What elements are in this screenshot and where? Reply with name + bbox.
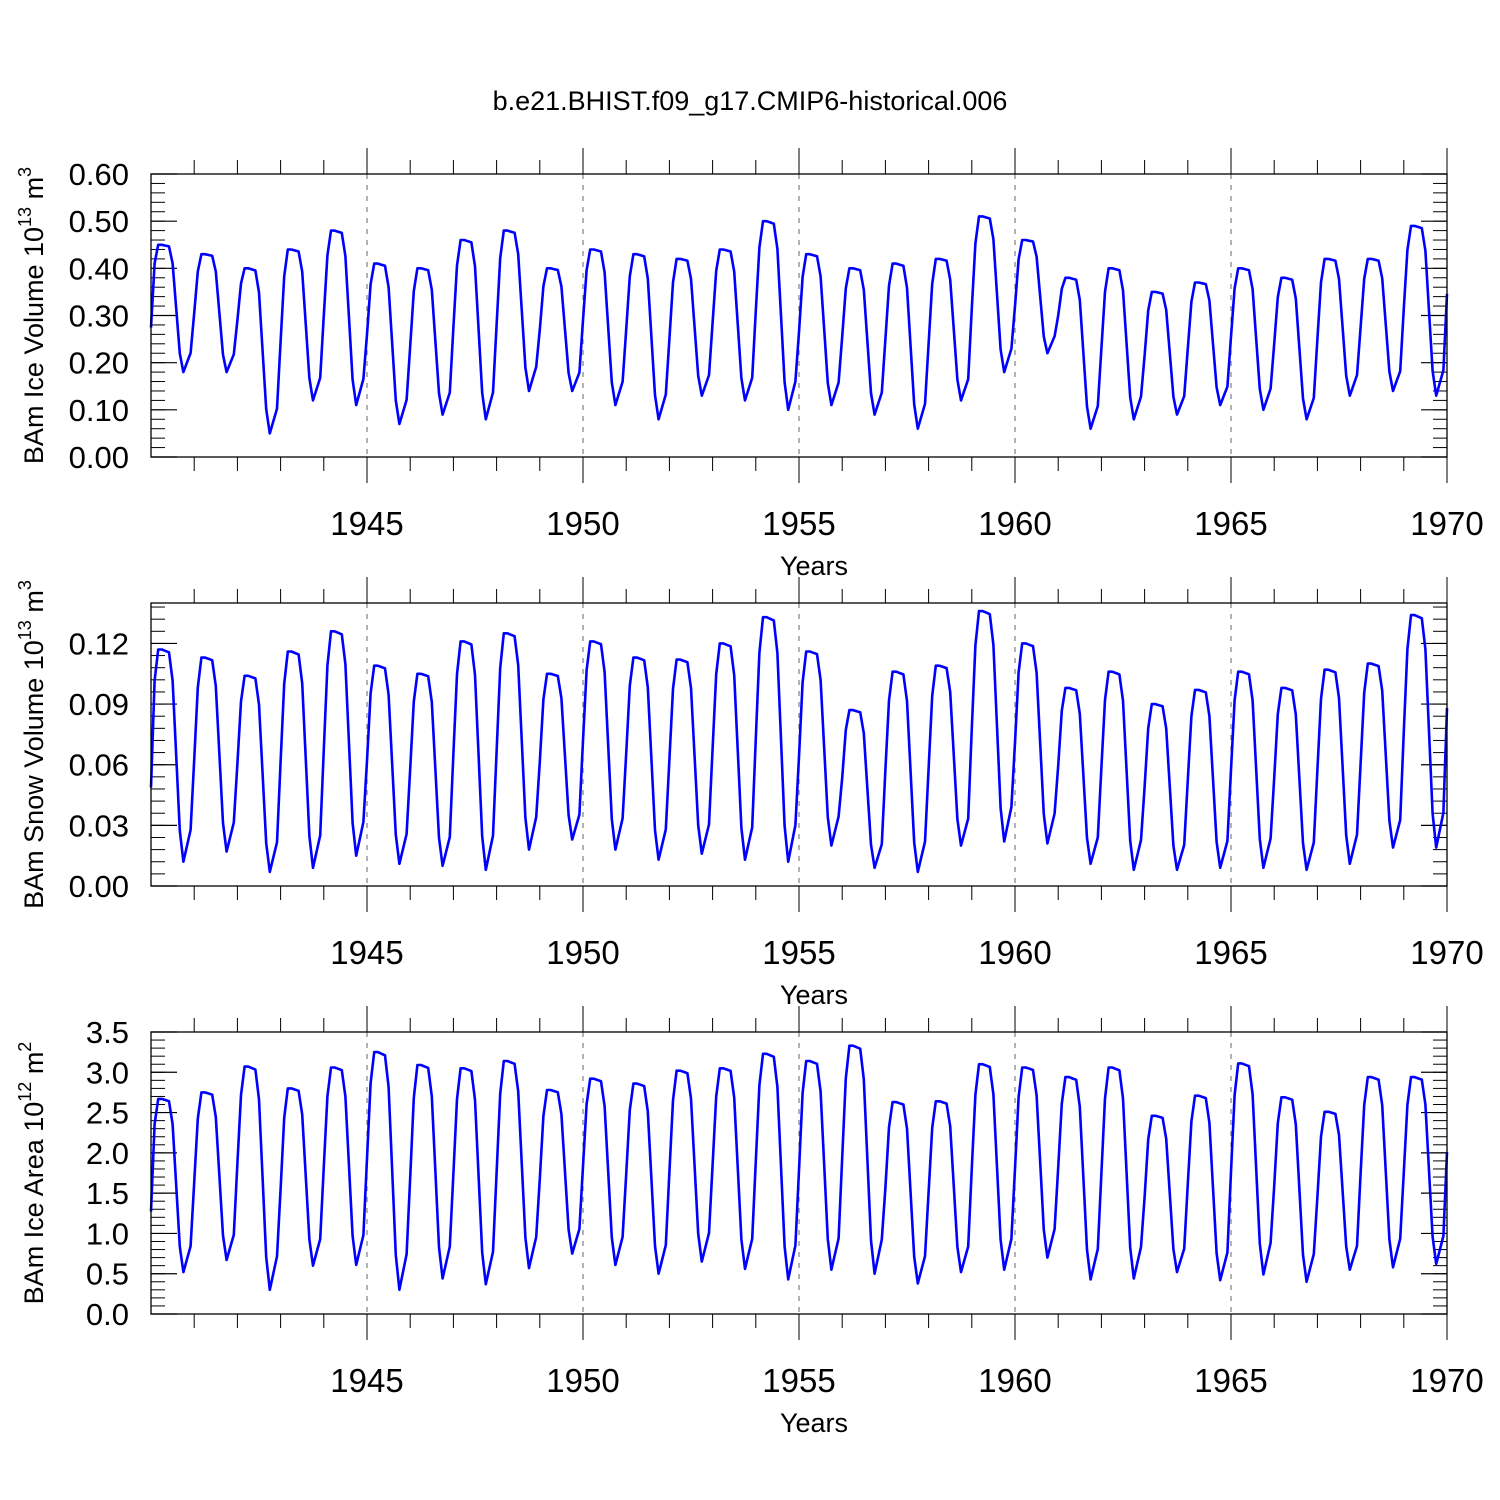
y-tick-label: 1.0 — [86, 1216, 129, 1251]
x-tick-label: 1960 — [978, 505, 1051, 542]
x-axis-label: Years — [780, 980, 848, 1010]
y-axis-label-text: BAm Snow Volume 10 — [19, 640, 49, 909]
y-tick-label: 0.30 — [69, 299, 129, 334]
y-axis-label-unit: m — [19, 177, 49, 207]
y-tick-label: 3.5 — [86, 1015, 129, 1050]
y-tick-label: 3.0 — [86, 1055, 129, 1090]
y-axis-label-unit-exponent: 3 — [15, 580, 35, 590]
x-tick-label: 1955 — [762, 934, 835, 971]
y-axis-label-exponent: 12 — [15, 1082, 35, 1102]
x-tick-label: 1970 — [1410, 505, 1483, 542]
y-axis-label-text: BAm Ice Volume 10 — [19, 227, 49, 464]
y-axis-label-unit-exponent: 3 — [15, 167, 35, 177]
plot-frame — [150, 602, 1448, 887]
y-axis-label: BAm Ice Volume 1013 m3 — [15, 167, 49, 464]
y-tick-label: 0.12 — [69, 626, 129, 661]
x-axis-label: Years — [780, 1408, 848, 1438]
panel-ice-area: 0.0 0.5 1.0 1.5 2.0 2.5 3.0 3.5 1945 1950 1955 1960… — [15, 1006, 1484, 1438]
x-tick-label: 1960 — [978, 934, 1051, 971]
plot-frame — [150, 1031, 1448, 1315]
plot-frame — [150, 173, 1448, 458]
x-tick-label: 1945 — [330, 934, 403, 971]
data-line-snow-volume — [149, 609, 1449, 874]
x-tick-label: 1950 — [546, 1362, 619, 1399]
x-tick-label: 1965 — [1194, 1362, 1267, 1399]
x-tick-label: 1955 — [762, 505, 835, 542]
x-tick-label: 1970 — [1410, 934, 1483, 971]
y-axis-label-unit-exponent: 2 — [15, 1042, 35, 1052]
y-tick-label: 0.60 — [69, 157, 129, 192]
panel-snow-volume: 0.00 0.03 0.06 0.09 0.12 1945 1950 1955 1960 1965… — [15, 577, 1484, 1010]
y-axis-label-exponent: 13 — [15, 620, 35, 640]
data-line-ice-volume — [149, 215, 1449, 435]
panels: 0.00 0.10 0.20 0.30 0.40 0.50 0.60 1945 1950 1955… — [15, 148, 1484, 1438]
y-tick-label: 0.06 — [69, 748, 129, 783]
y-axis-label-unit: m — [19, 1052, 49, 1082]
y-tick-label: 0.10 — [69, 393, 129, 428]
y-tick-label: 0.50 — [69, 204, 129, 239]
y-tick-label: 0.00 — [69, 869, 129, 904]
y-axis-label: BAm Ice Area 1012 m2 — [15, 1042, 49, 1305]
x-axis-label: Years — [780, 551, 848, 581]
y-tick-label: 0.03 — [69, 808, 129, 843]
x-tick-label: 1950 — [546, 505, 619, 542]
y-axis-label-exponent: 13 — [15, 207, 35, 227]
x-tick-label: 1960 — [978, 1362, 1051, 1399]
panel-ice-volume: 0.00 0.10 0.20 0.30 0.40 0.50 0.60 1945 1950 1955… — [15, 148, 1484, 581]
x-tick-label: 1970 — [1410, 1362, 1483, 1399]
y-tick-label: 0.20 — [69, 346, 129, 381]
y-tick-label: 0.09 — [69, 687, 129, 722]
x-tick-label: 1965 — [1194, 934, 1267, 971]
x-tick-label: 1945 — [330, 1362, 403, 1399]
y-axis-label-text: BAm Ice Area 10 — [19, 1102, 49, 1305]
figure-title: b.e21.BHIST.f09_g17.CMIP6-historical.006 — [493, 86, 1008, 116]
y-tick-label: 2.5 — [86, 1096, 129, 1131]
y-tick-label: 1.5 — [86, 1176, 129, 1211]
y-tick-label: 2.0 — [86, 1136, 129, 1171]
x-tick-label: 1950 — [546, 934, 619, 971]
y-axis-label: BAm Snow Volume 1013 m3 — [15, 580, 49, 909]
y-tick-label: 0.0 — [86, 1297, 129, 1332]
x-tick-label: 1945 — [330, 505, 403, 542]
y-tick-label: 0.5 — [86, 1257, 129, 1292]
data-line-ice-area — [149, 1044, 1449, 1292]
x-tick-label: 1965 — [1194, 505, 1267, 542]
y-tick-label: 0.00 — [69, 440, 129, 475]
y-axis-label-unit: m — [19, 590, 49, 620]
x-tick-label: 1955 — [762, 1362, 835, 1399]
y-tick-label: 0.40 — [69, 251, 129, 286]
